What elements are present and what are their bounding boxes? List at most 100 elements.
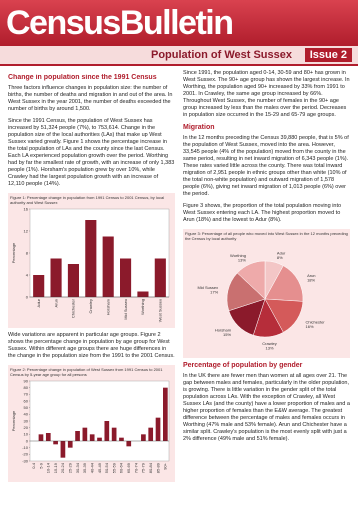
bar (126, 441, 132, 447)
issue: Issue 2 (304, 48, 352, 62)
slice-value: 13% (266, 345, 274, 350)
x-tick-label: 45-49 (97, 462, 102, 473)
bar (102, 236, 114, 297)
x-tick-label: 55-59 (111, 462, 116, 473)
pie-slice (236, 260, 266, 300)
slice-value: 18% (307, 277, 315, 282)
subtitle-bar: Population of West Sussex Issue 2 (0, 46, 358, 66)
bar (163, 387, 168, 441)
chart: Adur8%Arun18%Chichester16%Crawley13%Hors… (197, 250, 326, 350)
bar (67, 441, 73, 448)
bar (137, 291, 149, 297)
x-tick-label: Crawley (88, 299, 93, 313)
x-tick-label: 25-29 (68, 462, 73, 473)
x-tick-label: 20-24 (60, 462, 65, 473)
chart: Percentage 0 4 8 12 16 Adur Arun Chichester Crawl… (11, 206, 170, 322)
bar (148, 427, 154, 441)
figure: Figure 3: Percentage of all people who m… (183, 229, 350, 358)
caption: Figure 2: Percentage change in populatio… (10, 367, 163, 377)
y-tick-label: 70 (24, 392, 29, 397)
y-tick-label: 40 (24, 412, 29, 417)
y-tick-label: 30 (24, 418, 29, 423)
y-tick-label: -20 (22, 452, 29, 457)
bar (111, 427, 117, 441)
y-tick-label: -30 (22, 458, 29, 463)
x-tick-label: 50-54 (104, 462, 109, 473)
y-tick-label: 16 (24, 206, 29, 211)
axis-label: Percentage (11, 242, 16, 263)
heading: Change in population since the 1991 Cens… (8, 74, 157, 81)
x-tick-label: 90+ (163, 462, 168, 469)
y-tick-label: 60 (24, 398, 29, 403)
paragraph: Figure 3 shows, the proportion of the to… (183, 203, 342, 223)
slice-value: 16% (306, 324, 314, 329)
slice-label: Arun (307, 273, 315, 278)
bar (33, 275, 45, 297)
x-tick-label: 40-44 (89, 462, 94, 473)
x-tick-label: 75-79 (141, 462, 146, 473)
slice-label: Horsham (215, 328, 232, 333)
slice-label: Crawley (262, 341, 276, 346)
x-tick-label: 70-74 (133, 462, 138, 473)
x-tick-label: 10-14 (46, 462, 51, 473)
slice-label: Worthing (230, 253, 246, 258)
x-tick-label: West Sussex (158, 299, 163, 322)
paragraph: Three factors influence changes in popul… (8, 85, 173, 112)
left-column: Change in population since the 1991 Cens… (8, 74, 175, 507)
y-tick-label: 90 (24, 378, 29, 383)
y-tick-label: -10 (22, 445, 29, 450)
y-tick-label: 10 (24, 432, 29, 437)
paragraph: In the UK there are fewer men than women… (183, 373, 350, 442)
bar (89, 434, 95, 441)
pie-slice (264, 265, 304, 302)
x-tick-label: Mid Sussex (123, 299, 128, 320)
y-tick-label: 20 (24, 425, 29, 430)
x-tick-label: Horsham (105, 298, 110, 315)
slice-value: 8% (277, 255, 283, 260)
x-tick-label: 85-89 (155, 462, 160, 473)
x-tick-label: 60-64 (119, 462, 124, 473)
bar (119, 437, 124, 441)
x-tick-label: 65-69 (126, 462, 131, 473)
paragraph: Since the 1991 Census, the population of… (8, 118, 175, 187)
y-tick-label: 80 (24, 385, 29, 390)
subtitle: Population of West Sussex (151, 49, 292, 61)
x-tick-label: Chichester (71, 298, 76, 318)
y-tick-label: 0 (26, 294, 29, 299)
heading: Migration (183, 124, 215, 131)
bar (45, 433, 51, 441)
bar (38, 434, 44, 441)
y-tick-label: 50 (24, 405, 29, 410)
paragraph: Since 1991, the population aged 0-14, 30… (183, 70, 350, 118)
bar (50, 258, 62, 297)
bar (82, 427, 88, 441)
y-tick-label: 4 (26, 272, 29, 277)
bar (104, 421, 110, 441)
bar (75, 431, 80, 441)
x-tick-label: 35-39 (82, 462, 87, 473)
bar (97, 437, 102, 441)
x-tick-label: 80-84 (148, 462, 153, 473)
title: CensusBulletin (6, 4, 234, 42)
plot-area (29, 380, 170, 462)
bar (154, 258, 166, 297)
y-tick-label: 0 (26, 438, 29, 443)
x-tick-label: 0-4 (31, 462, 36, 469)
figure: Figure 1: Percentage change in populatio… (8, 193, 175, 328)
y-tick-label: 8 (26, 250, 29, 255)
bar (67, 264, 79, 297)
slice-label: Chichester (306, 320, 326, 325)
paragraph: Wide variations are apparent in particul… (8, 332, 175, 359)
x-tick-label: 5-9 (38, 462, 43, 469)
y-tick-label: 12 (24, 228, 29, 233)
slice-value: 15% (223, 332, 231, 337)
figure: Figure 2: Percentage change in populatio… (8, 365, 175, 482)
slice-value: 17% (210, 289, 218, 294)
bar (53, 441, 58, 445)
x-tick-label: 15-19 (53, 462, 58, 473)
slice-label: Mid Sussex (197, 285, 218, 290)
bar (141, 434, 146, 441)
axis-label: Percentage (11, 410, 16, 431)
